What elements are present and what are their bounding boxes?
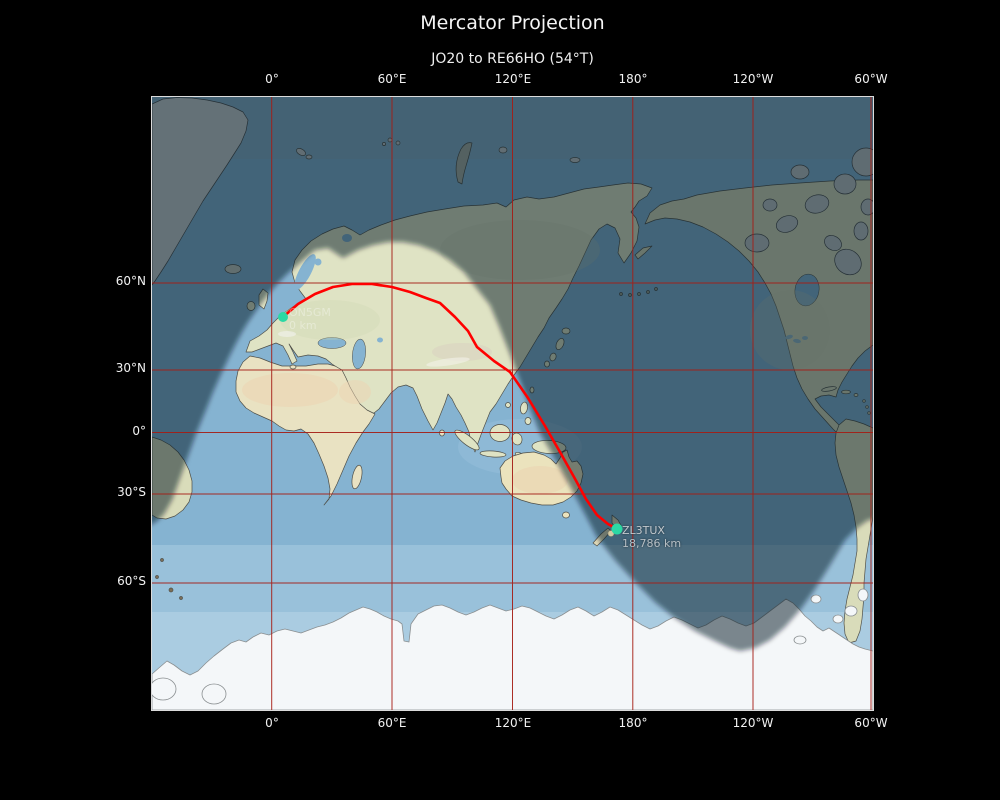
xtick-bot-120w: 120°W xyxy=(732,716,774,730)
end-station-label: ZL3TUX 18,786 km xyxy=(622,524,681,550)
gulf-of-finland xyxy=(314,258,322,266)
xtick-top-120e: 120°E xyxy=(494,72,532,86)
tasmania xyxy=(562,511,570,519)
mindanao xyxy=(524,417,532,425)
sicily xyxy=(289,364,297,370)
end-distance: 18,786 km xyxy=(622,537,682,550)
aral-sea xyxy=(377,337,383,343)
xtick-top-60w: 60°W xyxy=(854,72,888,86)
ytick-60n: 60°N xyxy=(115,274,146,288)
ytick-30s: 30°S xyxy=(117,485,146,499)
madagascar xyxy=(351,464,363,490)
start-distance: 0 km xyxy=(289,319,317,332)
ytick-60s: 60°S xyxy=(117,574,146,588)
world-map-svg xyxy=(152,97,873,710)
graticule xyxy=(152,97,873,710)
xtick-top-180: 180° xyxy=(618,72,648,86)
xtick-top-60e: 60°E xyxy=(377,72,407,86)
caspian-sea xyxy=(352,338,366,370)
ytick-0: 0° xyxy=(132,424,146,438)
great-circle-path xyxy=(281,282,619,531)
ytick-30n: 30°N xyxy=(115,361,146,375)
xtick-bot-180: 180° xyxy=(618,716,648,730)
luzon xyxy=(520,401,528,415)
sumatra xyxy=(454,429,480,451)
start-station-label: ON5GM 0 km xyxy=(289,306,331,332)
end-callsign: ZL3TUX xyxy=(622,524,665,537)
route-subtitle: JO20 to RE66HO (54°T) xyxy=(431,51,594,67)
xtick-top-0: 0° xyxy=(265,72,279,86)
hainan xyxy=(505,402,511,408)
start-callsign: ON5GM xyxy=(289,306,331,319)
xtick-bot-60e: 60°E xyxy=(377,716,407,730)
xtick-bot-120e: 120°E xyxy=(494,716,532,730)
map-canvas: ON5GM 0 km ZL3TUX 18,786 km xyxy=(151,96,874,711)
xtick-top-120w: 120°W xyxy=(732,72,774,86)
start-marker xyxy=(278,312,288,322)
baltic-sea xyxy=(294,254,316,290)
page-title: Mercator Projection xyxy=(420,12,605,34)
night-terminator-shade xyxy=(152,97,873,651)
xtick-bot-0: 0° xyxy=(265,716,279,730)
java xyxy=(479,450,507,458)
xtick-bot-60w: 60°W xyxy=(854,716,888,730)
end-marker xyxy=(611,523,623,535)
black-sea xyxy=(317,337,347,349)
